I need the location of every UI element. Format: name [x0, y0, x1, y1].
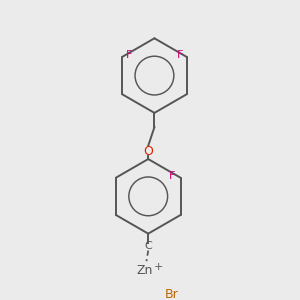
Text: +: +: [153, 262, 163, 272]
Text: F: F: [126, 50, 132, 60]
Text: F: F: [169, 171, 175, 181]
Text: C: C: [144, 241, 152, 251]
Text: Zn: Zn: [136, 264, 153, 278]
Text: O: O: [143, 145, 153, 158]
Text: F: F: [176, 50, 183, 60]
Text: Br: Br: [164, 287, 178, 300]
